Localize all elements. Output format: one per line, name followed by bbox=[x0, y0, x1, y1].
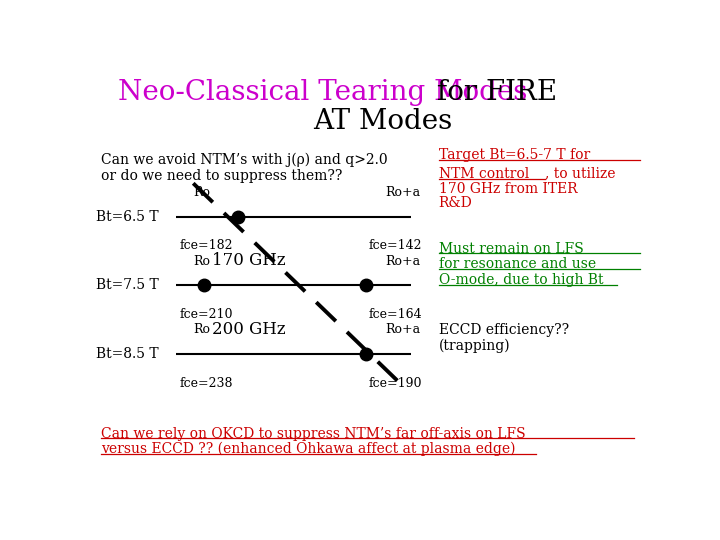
Text: Must remain on LFS: Must remain on LFS bbox=[438, 241, 583, 255]
Text: Can we avoid NTM’s with j(ρ) and q>2.0
or do we need to suppress them??: Can we avoid NTM’s with j(ρ) and q>2.0 o… bbox=[101, 152, 388, 183]
Text: Ro: Ro bbox=[193, 255, 210, 268]
Text: 200 GHz: 200 GHz bbox=[212, 321, 286, 338]
Text: fce=190: fce=190 bbox=[369, 377, 423, 390]
Text: Bt=7.5 T: Bt=7.5 T bbox=[96, 278, 158, 292]
Text: Ro+a: Ro+a bbox=[386, 186, 421, 199]
Text: , to utilize: , to utilize bbox=[545, 167, 616, 181]
Text: O-mode, due to high Bt: O-mode, due to high Bt bbox=[438, 273, 603, 287]
Text: Ro+a: Ro+a bbox=[386, 323, 421, 336]
Text: Can we rely on OKCD to suppress NTM’s far off-axis on LFS: Can we rely on OKCD to suppress NTM’s fa… bbox=[101, 427, 526, 441]
Text: versus ECCD ?? (enhanced Ohkawa affect at plasma edge): versus ECCD ?? (enhanced Ohkawa affect a… bbox=[101, 442, 516, 456]
Text: fce=238: fce=238 bbox=[179, 377, 233, 390]
Text: for FIRE: for FIRE bbox=[428, 79, 557, 106]
Text: for resonance and use: for resonance and use bbox=[438, 258, 596, 271]
Text: Target Bt=6.5-7 T for: Target Bt=6.5-7 T for bbox=[438, 148, 590, 162]
Text: Ro+a: Ro+a bbox=[386, 255, 421, 268]
Text: Bt=6.5 T: Bt=6.5 T bbox=[96, 210, 158, 224]
Text: AT Modes: AT Modes bbox=[313, 109, 452, 136]
Text: ECCD efficiency??
(trapping): ECCD efficiency?? (trapping) bbox=[438, 322, 569, 353]
Text: fce=164: fce=164 bbox=[369, 308, 423, 321]
Text: 170 GHz: 170 GHz bbox=[212, 252, 286, 269]
Text: fce=182: fce=182 bbox=[179, 239, 233, 252]
Text: fce=142: fce=142 bbox=[369, 239, 423, 252]
Text: 170 GHz from ITER: 170 GHz from ITER bbox=[438, 182, 577, 196]
Text: fce=210: fce=210 bbox=[179, 308, 233, 321]
Text: Ro: Ro bbox=[193, 323, 210, 336]
Text: Neo-Classical Tearing Modes: Neo-Classical Tearing Modes bbox=[118, 79, 527, 106]
Text: Bt=8.5 T: Bt=8.5 T bbox=[96, 347, 158, 361]
Text: NTM control: NTM control bbox=[438, 167, 529, 181]
Text: Ro: Ro bbox=[193, 186, 210, 199]
Text: R&D: R&D bbox=[438, 196, 472, 210]
